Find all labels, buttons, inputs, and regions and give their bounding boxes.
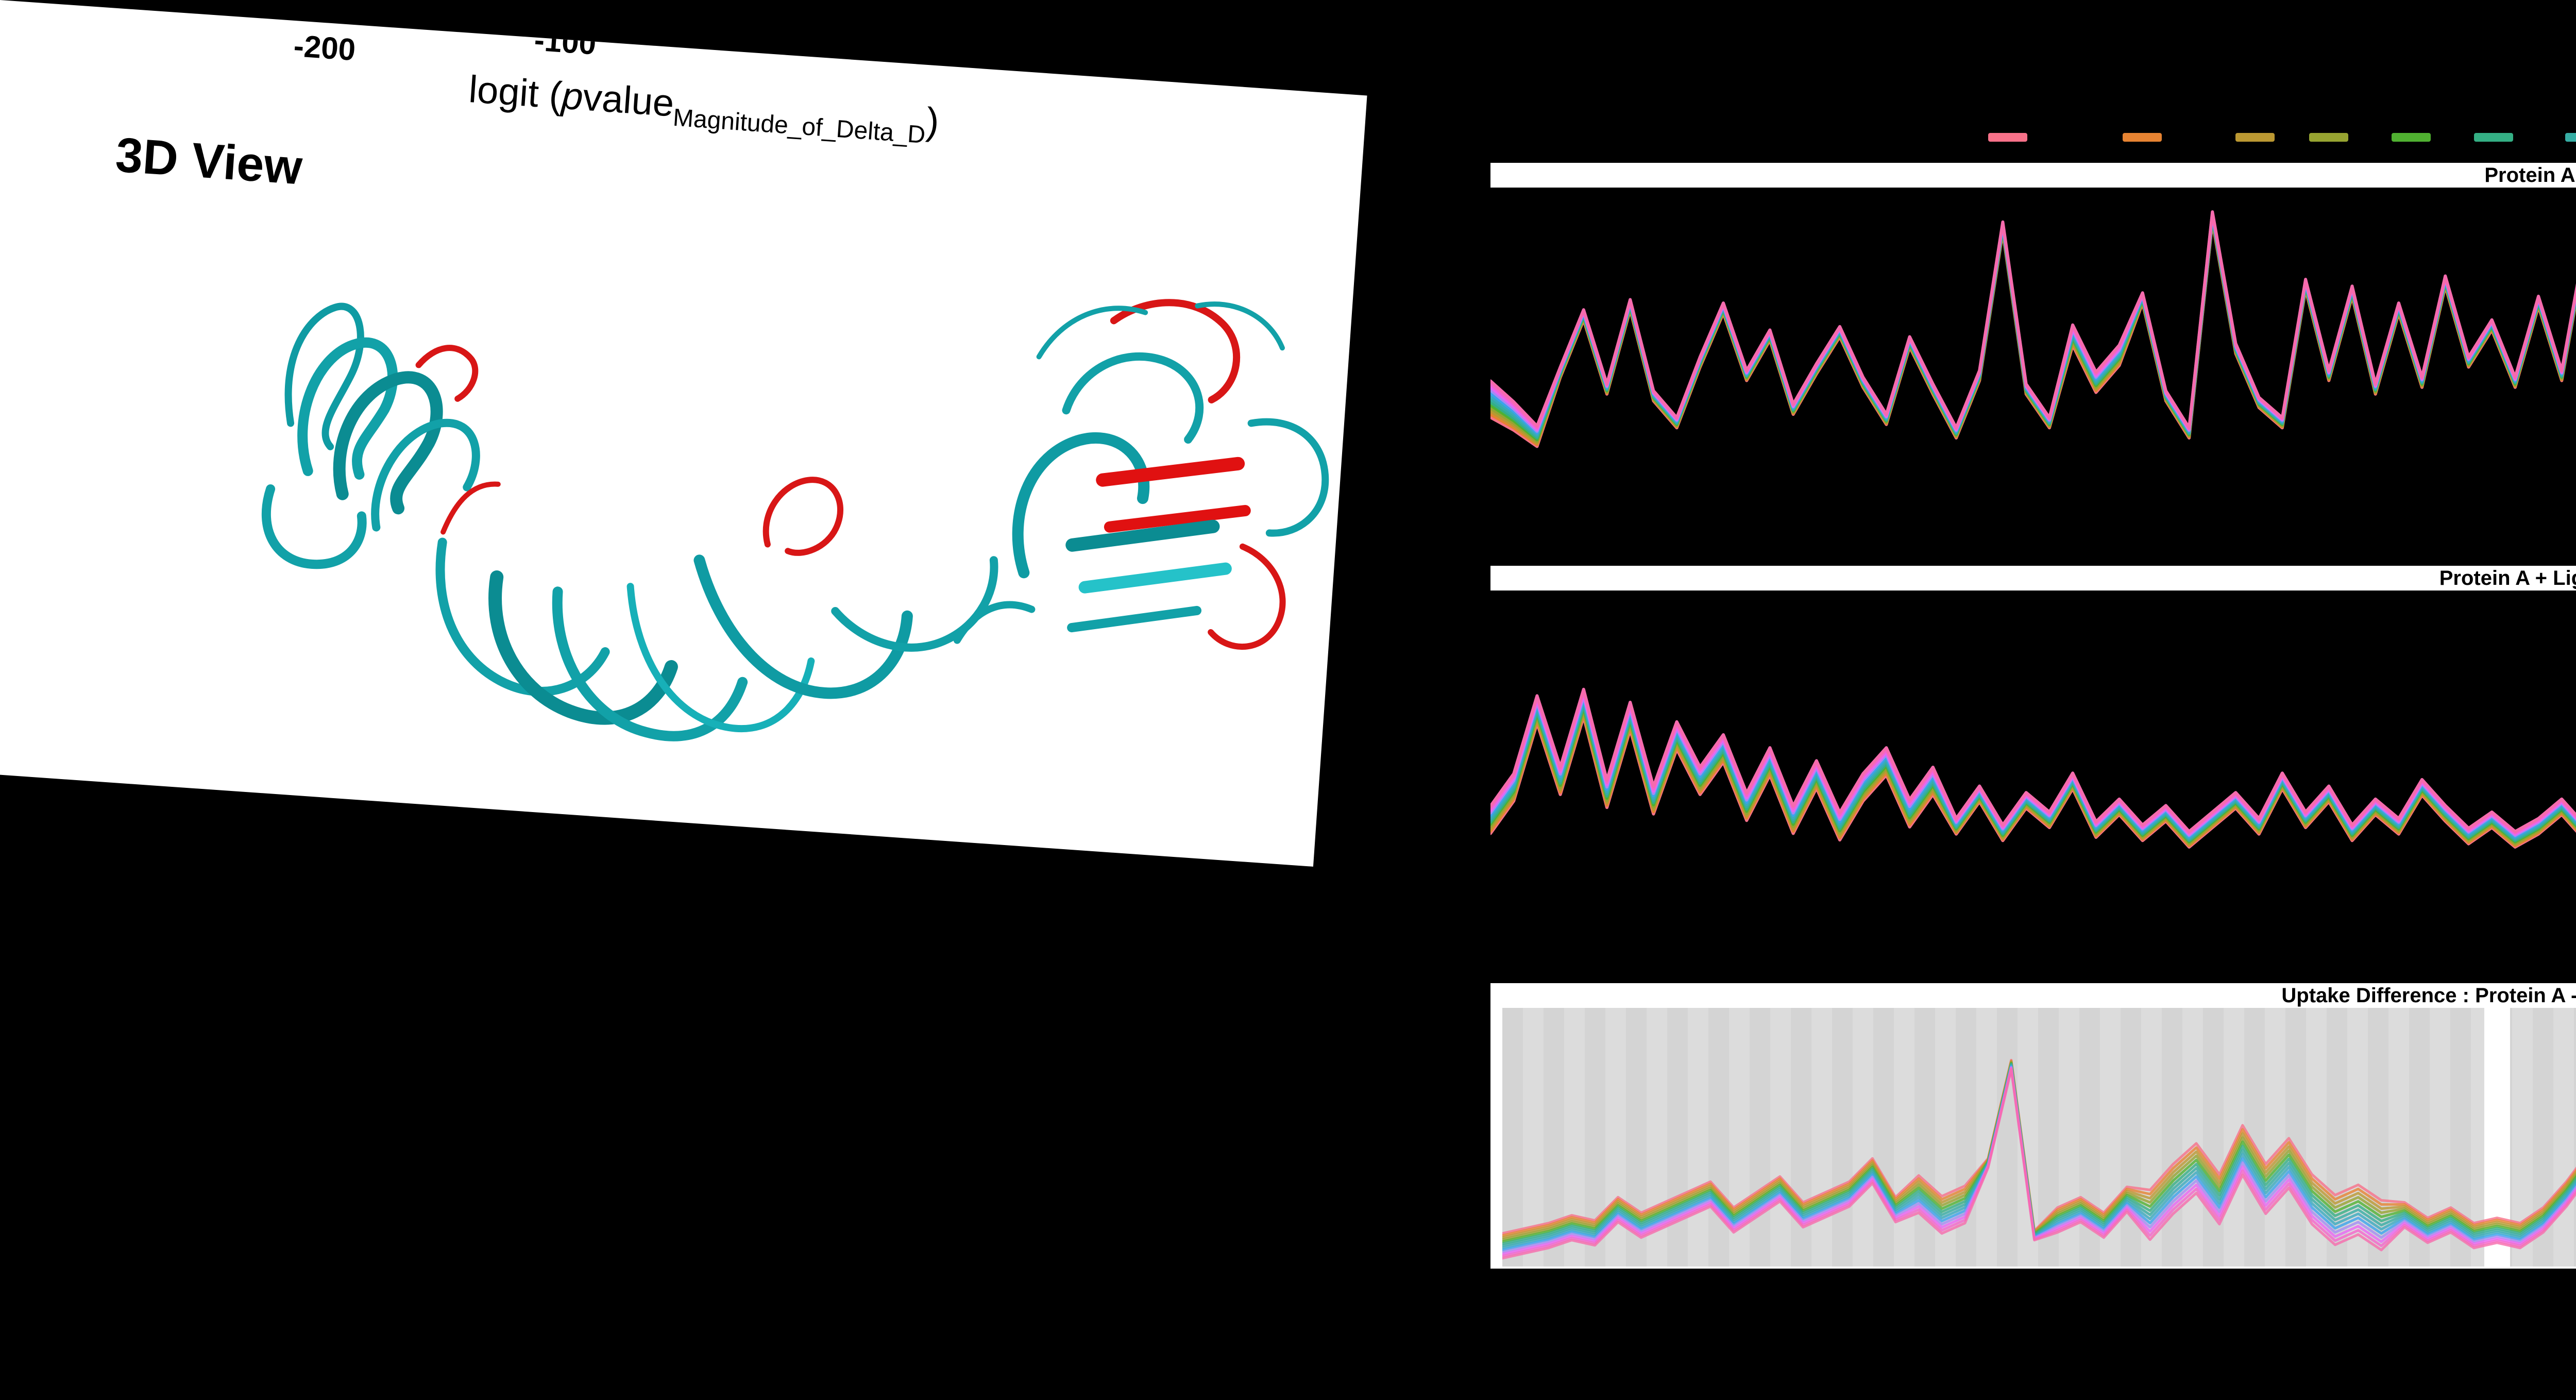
legend-key-series-1[interactable]: [1988, 133, 2027, 142]
3d-view-card: -200 -100 logit (pvalueMagnitude_of_Delt…: [0, 0, 1367, 867]
timepoint-legend: [1490, 124, 2576, 155]
uptake-chart-protein-a-ligand[interactable]: [1490, 593, 2576, 917]
panel-title-text: Protein A: [2484, 163, 2575, 187]
x-axis-subscript: Magnitude_of_Delta_D: [672, 104, 926, 149]
uptake-difference-frame: [1490, 1008, 2576, 1269]
legend-key-series-3[interactable]: [2235, 133, 2275, 142]
volcano-x-axis-title: logit (pvalueMagnitude_of_Delta_D): [467, 68, 941, 149]
protein-structure[interactable]: [205, 198, 1367, 843]
panel-title-text: Uptake Difference : Protein A - (Protein…: [2281, 984, 2576, 1007]
uptake-difference-chart[interactable]: [1502, 1008, 2576, 1267]
x-tick-label: -100: [533, 22, 598, 61]
uptake-chart-protein-a[interactable]: [1490, 187, 2576, 524]
legend-key-series-6[interactable]: [2474, 133, 2513, 142]
legend-key-series-5[interactable]: [2392, 133, 2431, 142]
panel-title-uptake-difference: Uptake Difference : Protein A - (Protein…: [1490, 983, 2576, 1011]
legend-key-series-7[interactable]: [2565, 133, 2576, 142]
legend-key-series-2[interactable]: [2123, 133, 2162, 142]
panel-title-protein-a: Protein A: [1490, 163, 2576, 188]
x-tick-label: -200: [292, 28, 357, 68]
3d-view-title: 3D View: [113, 127, 304, 195]
italic-p: p: [560, 74, 585, 119]
legend-key-series-4[interactable]: [2309, 133, 2348, 142]
panel-title-protein-a-ligand: Protein A + Ligand: [1490, 566, 2576, 591]
panel-title-text: Protein A + Ligand: [2439, 566, 2576, 589]
